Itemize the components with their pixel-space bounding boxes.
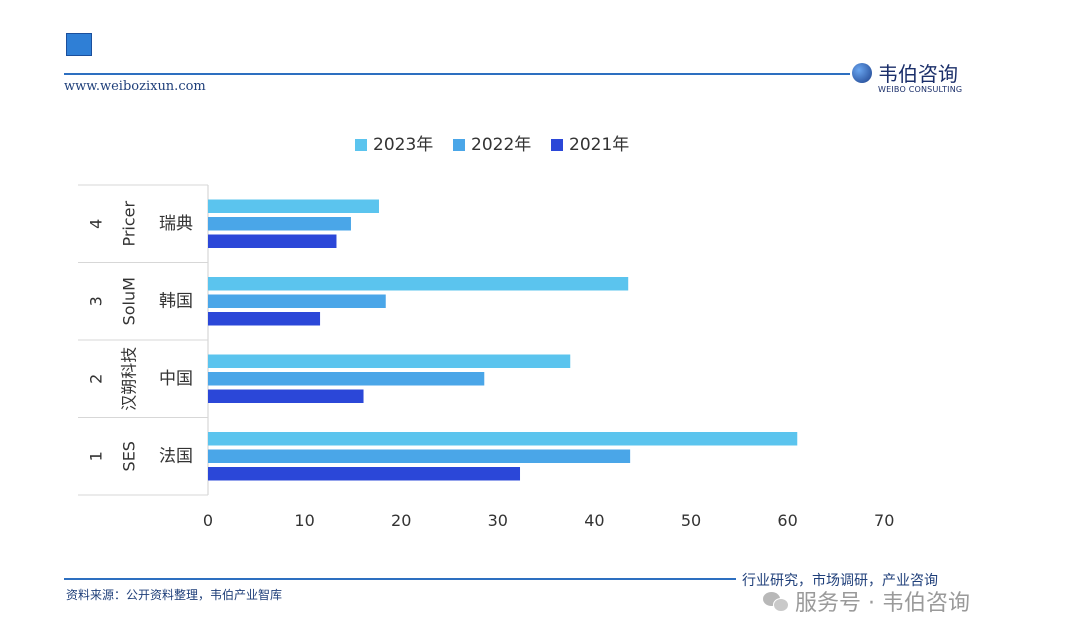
company-label: SoluM [120,277,139,325]
company-label: SES [120,441,139,471]
company-label: Pricer [120,201,139,247]
source-note: 资料来源：公开资料整理，韦伯产业智库 [66,588,283,602]
logo-square [66,33,92,56]
legend-swatch-2023年 [355,139,367,151]
x-tick-label: 50 [681,511,701,530]
region-label: 中国 [159,369,193,389]
x-tick-label: 40 [584,511,604,530]
bar-2022年-中国 [208,372,485,386]
footer-divider [64,578,736,580]
tagline: 行业研究，市场调研，产业咨询 [742,573,938,589]
x-tick-label: 10 [294,511,314,530]
bar-2023年-韩国 [208,277,629,291]
bar-2023年-中国 [208,354,571,368]
site-url[interactable]: www.weibozixun.com [64,79,206,94]
x-tick-label: 0 [203,511,213,530]
wechat-icon [763,590,789,612]
bar-2022年-瑞典 [208,217,351,231]
legend-label: 2023年 [373,135,433,155]
rank-label: 3 [87,296,106,306]
bar-2022年-韩国 [208,294,386,308]
header-divider [64,73,850,75]
bar-2021年-中国 [208,389,364,403]
rank-label: 1 [87,451,106,461]
bar-2023年-法国 [208,432,798,446]
region-label: 瑞典 [159,214,193,234]
brand-globe-icon [852,63,872,83]
x-tick-label: 20 [391,511,411,530]
legend-swatch-2021年 [551,139,563,151]
legend-label: 2021年 [569,135,629,155]
bar-2021年-法国 [208,467,521,481]
bar-2022年-法国 [208,449,631,463]
company-label: 汉朔科技 [120,347,139,411]
x-tick-label: 60 [777,511,797,530]
watermark: 服务号 · 韦伯咨询 [763,586,970,616]
legend-label: 2022年 [471,135,531,155]
brand-english-name: WEIBO CONSULTING [878,85,963,94]
brand-name: 韦伯咨询 [878,62,958,86]
bar-2023年-瑞典 [208,199,379,213]
x-tick-label: 70 [874,511,894,530]
legend-swatch-2022年 [453,139,465,151]
bar-2021年-瑞典 [208,234,337,248]
rank-label: 4 [87,219,106,229]
rank-label: 2 [87,374,106,384]
region-label: 韩国 [159,291,193,311]
watermark-text: 服务号 · 韦伯咨询 [795,591,970,616]
x-tick-label: 30 [488,511,508,530]
bar-2021年-韩国 [208,312,321,326]
region-label: 法国 [159,446,193,466]
